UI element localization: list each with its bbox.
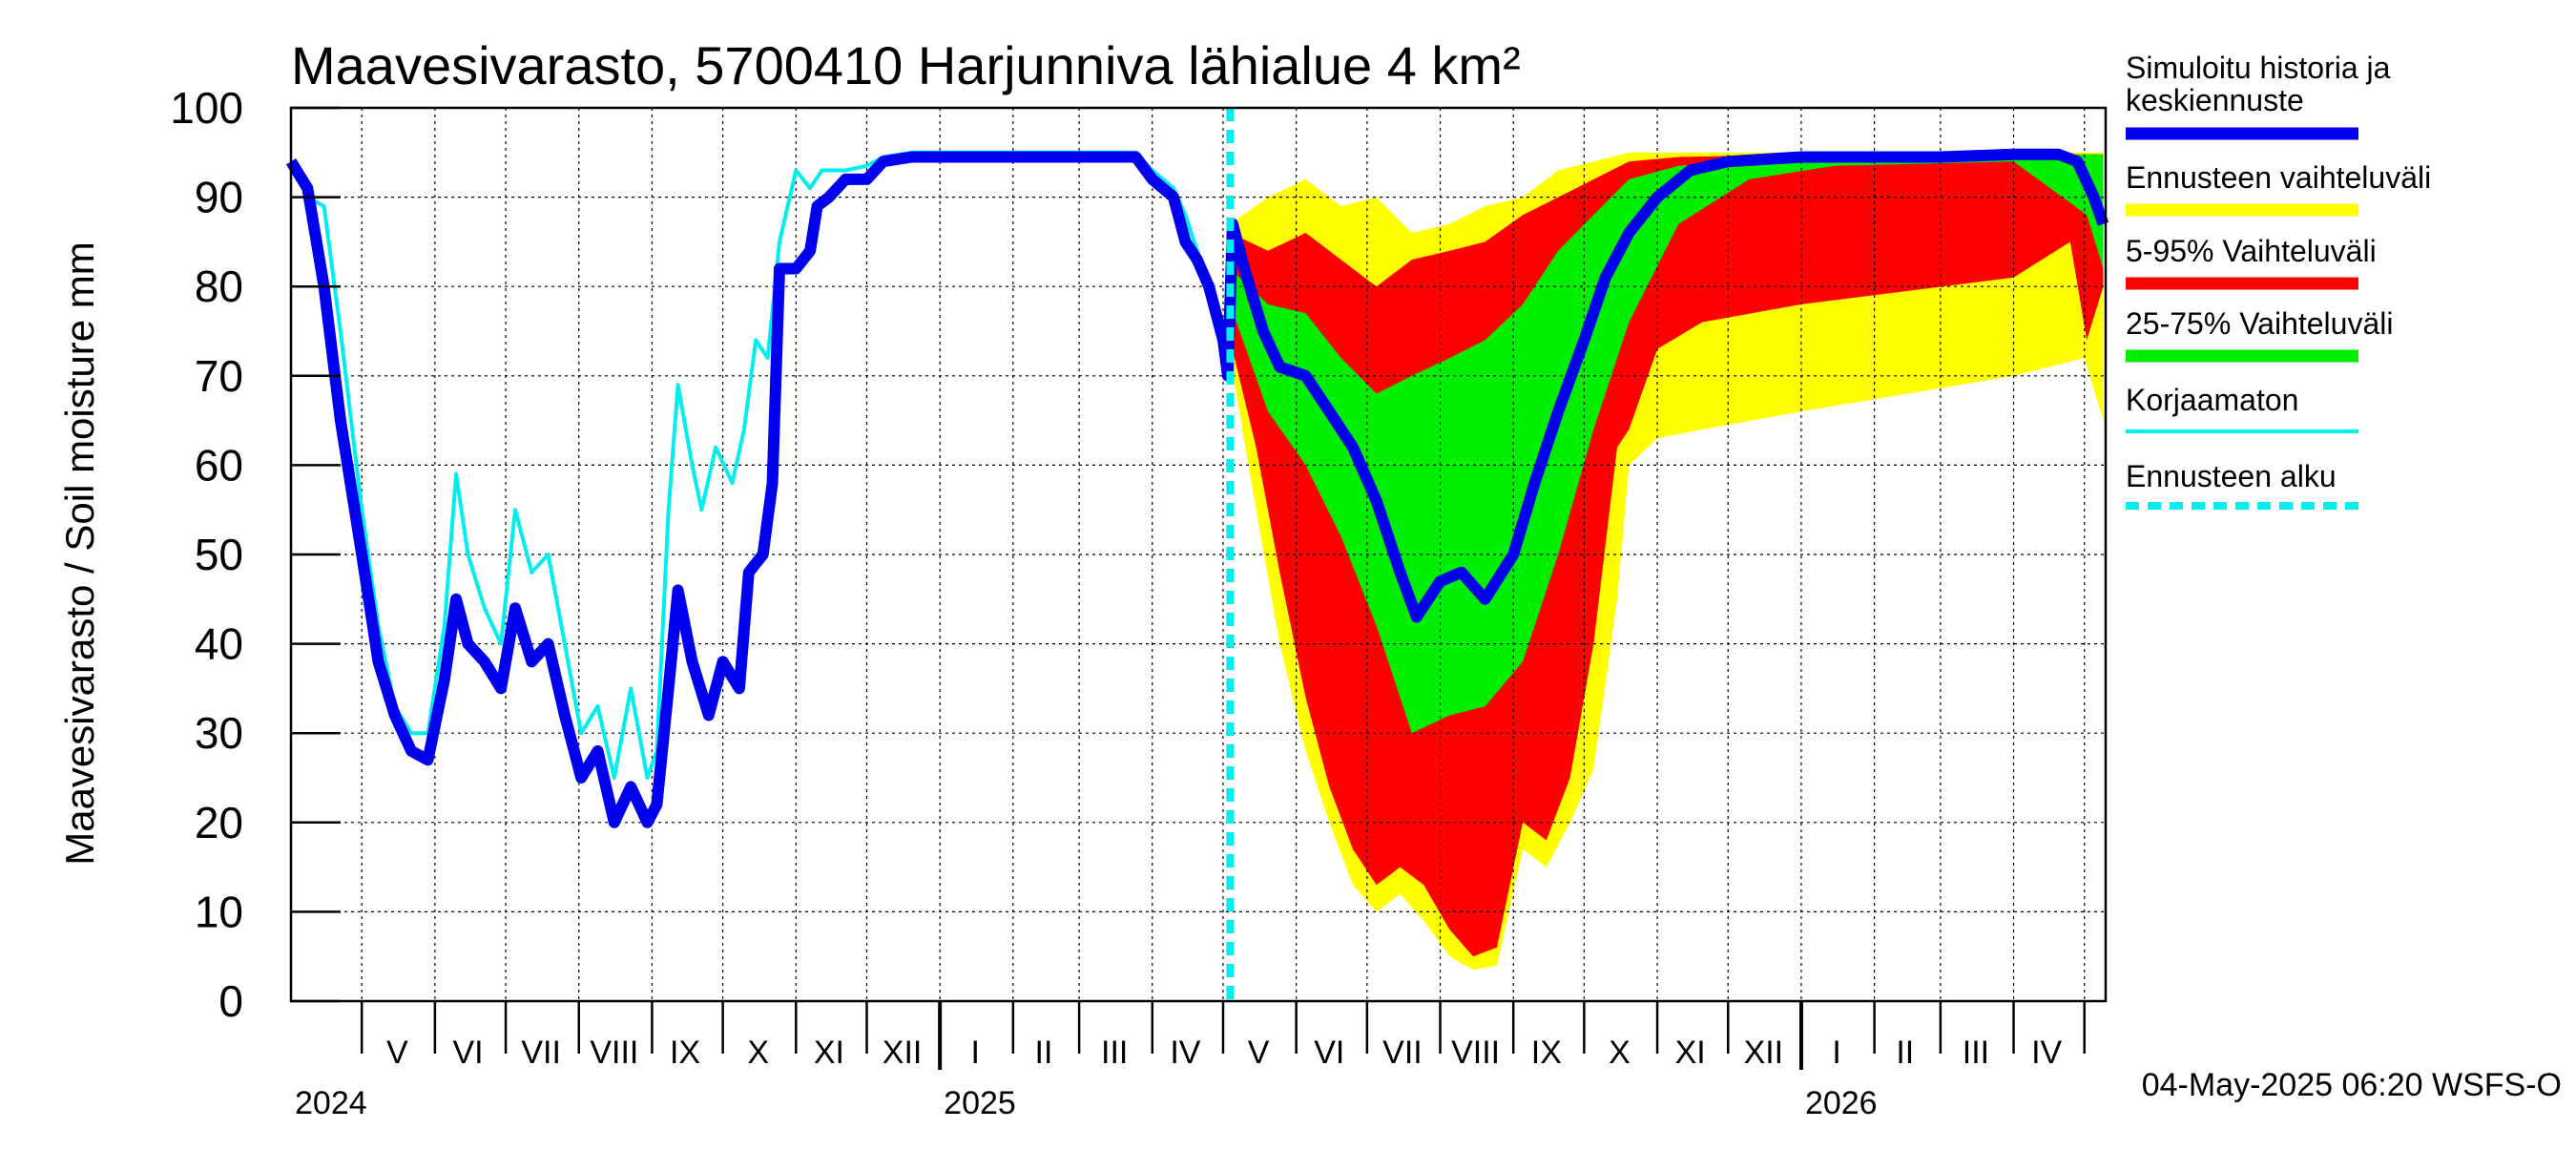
legend-item: 25-75% Vaihteluväli [2126, 306, 2393, 363]
month-label: I [971, 1035, 980, 1071]
month-label: VII [1382, 1035, 1423, 1071]
month-label: IX [670, 1035, 700, 1071]
month-label: VI [1314, 1035, 1344, 1071]
month-label: IV [1170, 1035, 1200, 1071]
legend-label: Simuloitu historia ja [2126, 51, 2391, 85]
legend-label: Ennusteen alku [2126, 459, 2337, 493]
y-tick-label: 90 [195, 173, 243, 222]
y-tick-label: 20 [195, 798, 243, 847]
month-label: X [1609, 1035, 1631, 1071]
legend-label: Ennusteen vaihteluväli [2126, 160, 2431, 195]
month-label: XI [814, 1035, 844, 1071]
band-25-75-vaihteluv-li [1230, 154, 2104, 734]
chart-title: Maavesivarasto, 5700410 Harjunniva lähia… [291, 35, 1521, 95]
year-label: 2025 [944, 1085, 1016, 1121]
legend-label: keskiennuste [2126, 83, 2304, 117]
y-tick-label: 70 [195, 351, 243, 401]
month-label: VIII [1451, 1035, 1500, 1071]
legend-label: Korjaamaton [2126, 383, 2298, 417]
y-tick-label: 0 [218, 976, 243, 1026]
month-label: X [747, 1035, 769, 1071]
y-tick-label: 80 [195, 261, 243, 311]
y-tick-label: 10 [195, 887, 243, 936]
y-tick-label: 100 [170, 83, 243, 133]
month-label: IX [1531, 1035, 1562, 1071]
month-label: I [1832, 1035, 1840, 1071]
legend-item: 5-95% Vaihteluväli [2126, 234, 2377, 290]
year-label: 2026 [1805, 1085, 1878, 1121]
legend-label: 25-75% Vaihteluväli [2126, 306, 2393, 341]
month-label: VII [521, 1035, 561, 1071]
legend-label: 5-95% Vaihteluväli [2126, 234, 2377, 268]
legend-item: Ennusteen vaihteluväli [2126, 160, 2431, 217]
timestamp: 04-May-2025 06:20 WSFS-O [2142, 1067, 2562, 1103]
month-label: III [1101, 1035, 1128, 1071]
legend-item: Korjaamaton [2126, 383, 2358, 433]
month-label: XII [1744, 1035, 1784, 1071]
month-label: XII [883, 1035, 923, 1071]
month-label: II [1896, 1035, 1914, 1071]
month-label: IV [2031, 1035, 2062, 1071]
month-label: VIII [590, 1035, 638, 1071]
year-label: 2024 [295, 1085, 367, 1121]
y-axis-label: Maavesivarasto / Soil moisture mm [57, 241, 102, 866]
month-label: XI [1675, 1035, 1706, 1071]
month-label: VI [452, 1035, 483, 1071]
month-label: II [1035, 1035, 1053, 1071]
y-tick-label: 30 [195, 708, 243, 758]
month-label: V [1248, 1035, 1270, 1071]
month-label: III [1963, 1035, 1989, 1071]
series-keskiennuste-line [285, 148, 2109, 828]
y-tick-label: 40 [195, 619, 243, 669]
band-5-95-vaihteluv-li [1230, 154, 2104, 957]
month-label: V [386, 1035, 408, 1071]
legend-item: Ennusteen alku [2126, 459, 2358, 510]
y-tick-label: 50 [195, 530, 243, 579]
y-tick-label: 60 [195, 440, 243, 490]
